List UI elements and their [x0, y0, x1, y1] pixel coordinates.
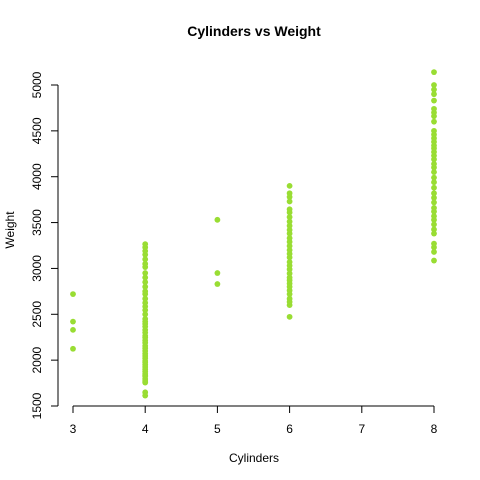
x-tick-label: 5: [214, 422, 221, 436]
data-point: [431, 184, 437, 191]
y-axis: 1500 2000 2500 3000 3500 4000 4500 5000: [30, 71, 59, 419]
data-point: [214, 281, 221, 287]
data-point: [142, 279, 149, 286]
x-tick-label: 6: [286, 422, 293, 436]
y-tick-label: 5000: [30, 71, 44, 98]
data-point: [431, 82, 437, 88]
data-point: [286, 235, 293, 242]
data-point: [431, 69, 437, 76]
data-point: [431, 127, 437, 134]
data-point: [286, 190, 293, 197]
data-point: [431, 204, 437, 211]
data-point: [431, 190, 437, 197]
data-point: [142, 389, 149, 396]
data-point: [431, 91, 437, 98]
y-tick-label: 2000: [30, 346, 44, 373]
data-points: [70, 69, 437, 399]
y-tick-label: 4500: [30, 117, 44, 144]
data-point: [286, 247, 293, 253]
data-point: [70, 326, 76, 333]
y-tick-label: 3500: [30, 209, 44, 236]
data-point: [431, 160, 437, 167]
data-point: [142, 260, 149, 267]
data-point: [431, 97, 437, 104]
data-point: [286, 206, 293, 213]
x-tick-label: 8: [431, 422, 438, 436]
data-point: [286, 218, 293, 225]
x-tick-label: 4: [142, 422, 149, 436]
y-tick-label: 4000: [30, 163, 44, 190]
x-tick-label: 3: [70, 422, 77, 436]
data-point: [431, 169, 437, 176]
data-point: [286, 198, 293, 205]
data-point: [286, 295, 293, 302]
data-point: [431, 257, 437, 264]
data-point: [431, 213, 437, 220]
x-axis-label: Cylinders: [229, 451, 279, 465]
data-point: [286, 227, 293, 233]
x-axis: 3 4 5 6 7 8: [70, 405, 438, 436]
data-point: [142, 283, 149, 290]
data-point: [431, 221, 437, 228]
data-point: [286, 259, 293, 265]
data-point: [431, 230, 437, 237]
data-point: [286, 243, 293, 249]
data-point: [70, 318, 76, 325]
data-point: [70, 291, 76, 298]
data-point: [431, 105, 437, 112]
data-point: [286, 214, 293, 220]
data-point: [142, 256, 149, 263]
data-point: [214, 270, 221, 276]
data-point: [431, 199, 437, 206]
y-tick-label: 2500: [30, 301, 44, 328]
data-point: [431, 240, 437, 247]
data-point: [431, 179, 437, 186]
data-point: [142, 299, 149, 306]
data-point: [142, 274, 149, 281]
data-point: [286, 270, 293, 277]
data-point: [286, 182, 293, 189]
data-point: [286, 274, 293, 281]
data-point: [214, 216, 221, 223]
data-point: [142, 288, 149, 295]
data-point: [431, 194, 437, 201]
chart-title: Cylinders vs Weight: [187, 23, 321, 39]
y-tick-label: 1500: [30, 392, 44, 419]
data-point: [142, 315, 149, 322]
data-point: [142, 270, 149, 276]
data-point: [431, 118, 437, 125]
x-tick-label: 7: [358, 422, 365, 436]
data-point: [431, 226, 437, 233]
data-point: [431, 86, 437, 93]
data-point: [286, 222, 293, 229]
y-tick-label: 3000: [30, 255, 44, 282]
data-point: [142, 295, 149, 302]
y-axis-label: Weight: [3, 211, 17, 249]
data-point: [286, 313, 293, 320]
data-point: [142, 311, 149, 318]
data-point: [431, 174, 437, 181]
data-point: [142, 241, 149, 248]
data-point: [70, 345, 76, 352]
data-point: [431, 249, 437, 255]
